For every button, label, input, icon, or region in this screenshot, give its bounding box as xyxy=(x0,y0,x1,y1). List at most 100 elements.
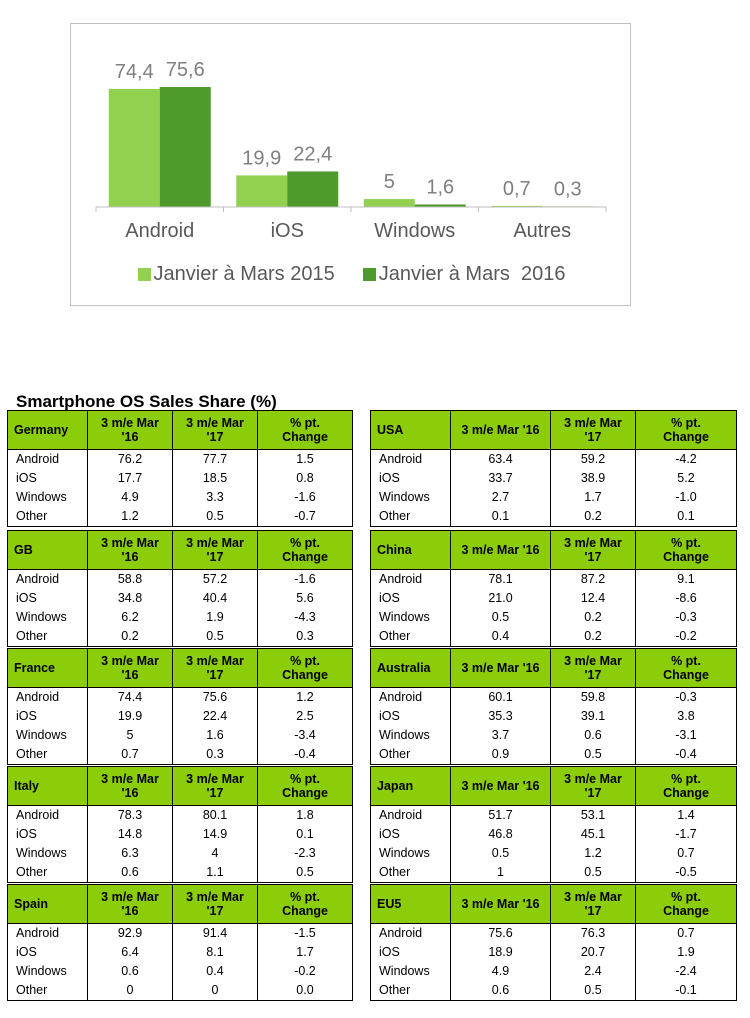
os-name: Windows xyxy=(7,608,88,627)
table-row: iOS 34.8 40.4 5.6 xyxy=(7,589,353,608)
os-name: Android xyxy=(7,569,88,589)
value-2017: 18.5 xyxy=(172,469,258,488)
table-row: Windows 4.9 3.3 -1.6 xyxy=(7,488,353,507)
os-name: Other xyxy=(7,507,88,527)
table-row: Windows 4.9 2.4 -2.4 xyxy=(370,962,737,981)
value-2016: 0.5 xyxy=(450,608,551,627)
data-label-android-series-1: 74,4 xyxy=(115,61,154,83)
table-row: iOS 14.8 14.9 0.1 xyxy=(7,825,353,844)
os-name: Other xyxy=(370,981,451,1001)
table-row: Other 0.6 0.5 -0.1 xyxy=(370,981,737,1001)
pt-change: 0.3 xyxy=(257,627,353,647)
pt-change: -8.6 xyxy=(635,589,737,608)
value-2016: 4.9 xyxy=(450,962,551,981)
value-2017: 0.6 xyxy=(550,726,636,745)
os-name: iOS xyxy=(370,469,451,488)
table-row: Android 92.9 91.4 -1.5 xyxy=(7,923,353,943)
bar-autres-series-1 xyxy=(491,205,543,207)
value-2016: 58.8 xyxy=(87,569,173,589)
value-2016: 6.3 xyxy=(87,844,173,863)
pt-change: -0.7 xyxy=(257,507,353,527)
x-tick-label-windows: Windows xyxy=(374,220,455,242)
data-label-windows-series-1: 5 xyxy=(384,171,395,193)
pt-change: 0.1 xyxy=(257,825,353,844)
os-name: Windows xyxy=(370,608,451,627)
value-2016: 78.1 xyxy=(450,569,551,589)
value-2016: 51.7 xyxy=(450,805,551,825)
x-tick-label-android: Android xyxy=(125,220,194,242)
pt-change: 0.0 xyxy=(257,981,353,1001)
data-label-ios-series-2: 22,4 xyxy=(293,143,332,165)
table-row: Android 63.4 59.2 -4.2 xyxy=(370,449,737,469)
value-2016: 14.8 xyxy=(87,825,173,844)
table-title: Smartphone OS Sales Share (%) xyxy=(16,392,277,411)
x-tick-label-autres: Autres xyxy=(513,220,571,242)
header-period-2016: 3 m/e Mar '16 xyxy=(450,648,551,688)
value-2017: 0.2 xyxy=(550,627,636,647)
pt-change: 1.7 xyxy=(257,943,353,962)
value-2017: 39.1 xyxy=(550,707,636,726)
header-period-2016: 3 m/e Mar '16 xyxy=(450,884,551,924)
header-period-2016: 3 m/e Mar '16 xyxy=(450,410,551,450)
os-name: Windows xyxy=(7,488,88,507)
header-period-2016: 3 m/e Mar '16 xyxy=(87,410,173,450)
pt-change: 9.1 xyxy=(635,569,737,589)
os-name: Windows xyxy=(370,844,451,863)
os-name: iOS xyxy=(7,707,88,726)
value-2017: 1.1 xyxy=(172,863,258,883)
value-2017: 57.2 xyxy=(172,569,258,589)
table-row: Android 75.6 76.3 0.7 xyxy=(370,923,737,943)
table-row: Windows 3.7 0.6 -3.1 xyxy=(370,726,737,745)
bar-windows-series-2 xyxy=(414,204,466,207)
pt-change: 0.7 xyxy=(635,923,737,943)
value-2016: 4.9 xyxy=(87,488,173,507)
bar-android-series-1 xyxy=(108,88,160,207)
value-2017: 20.7 xyxy=(550,943,636,962)
pt-change: 1.5 xyxy=(257,449,353,469)
os-name: Android xyxy=(370,449,451,469)
pt-change: -3.4 xyxy=(257,726,353,745)
value-2017: 1.6 xyxy=(172,726,258,745)
value-2017: 0 xyxy=(172,981,258,1001)
pt-change: 3.8 xyxy=(635,707,737,726)
pt-change: 0.7 xyxy=(635,844,737,863)
country-name: Spain xyxy=(7,884,88,924)
value-2016: 46.8 xyxy=(450,825,551,844)
os-name: Windows xyxy=(7,844,88,863)
os-name: Android xyxy=(7,449,88,469)
header-period-2017: 3 m/e Mar '17 xyxy=(550,530,636,570)
table-row: Android 60.1 59.8 -0.3 xyxy=(370,687,737,707)
value-2017: 1.7 xyxy=(550,488,636,507)
os-name: Other xyxy=(370,627,451,647)
pt-change: -0.1 xyxy=(635,981,737,1001)
table-japan: Japan 3 m/e Mar '16 3 m/e Mar '17% pt. Cha… xyxy=(370,766,737,883)
os-name: Other xyxy=(7,745,88,765)
table-eu5: EU5 3 m/e Mar '16 3 m/e Mar '17% pt. Chang… xyxy=(370,884,737,1001)
pt-change: 1.4 xyxy=(635,805,737,825)
os-name: Other xyxy=(7,981,88,1001)
data-label-autres-series-2: 0,3 xyxy=(554,178,582,200)
chart-legend: Janvier à Mars 2015 Janvier à Mars 2016 xyxy=(71,262,632,286)
pt-change: -1.6 xyxy=(257,488,353,507)
value-2017: 14.9 xyxy=(172,825,258,844)
os-name: iOS xyxy=(7,825,88,844)
header-period-2016: 3 m/e Mar '16 xyxy=(450,766,551,806)
pt-change: -0.4 xyxy=(635,745,737,765)
value-2017: 0.5 xyxy=(550,981,636,1001)
legend-item-series-2: Janvier à Mars 2016 xyxy=(362,263,565,286)
header-period-2016: 3 m/e Mar '16 xyxy=(87,648,173,688)
pt-change: -0.5 xyxy=(635,863,737,883)
value-2017: 45.1 xyxy=(550,825,636,844)
os-name: iOS xyxy=(7,469,88,488)
table-row: iOS 46.8 45.1 -1.7 xyxy=(370,825,737,844)
table-row: Windows 2.7 1.7 -1.0 xyxy=(370,488,737,507)
header-pt-change: % pt. Change xyxy=(257,766,353,806)
pt-change: 0.5 xyxy=(257,863,353,883)
bar-windows-series-1 xyxy=(363,199,415,207)
pt-change: 1.8 xyxy=(257,805,353,825)
header-period-2017: 3 m/e Mar '17 xyxy=(172,766,258,806)
os-name: Windows xyxy=(370,962,451,981)
header-period-2016: 3 m/e Mar '16 xyxy=(87,530,173,570)
pt-change: 1.2 xyxy=(257,687,353,707)
table-row: Other 1.2 0.5 -0.7 xyxy=(7,507,353,527)
